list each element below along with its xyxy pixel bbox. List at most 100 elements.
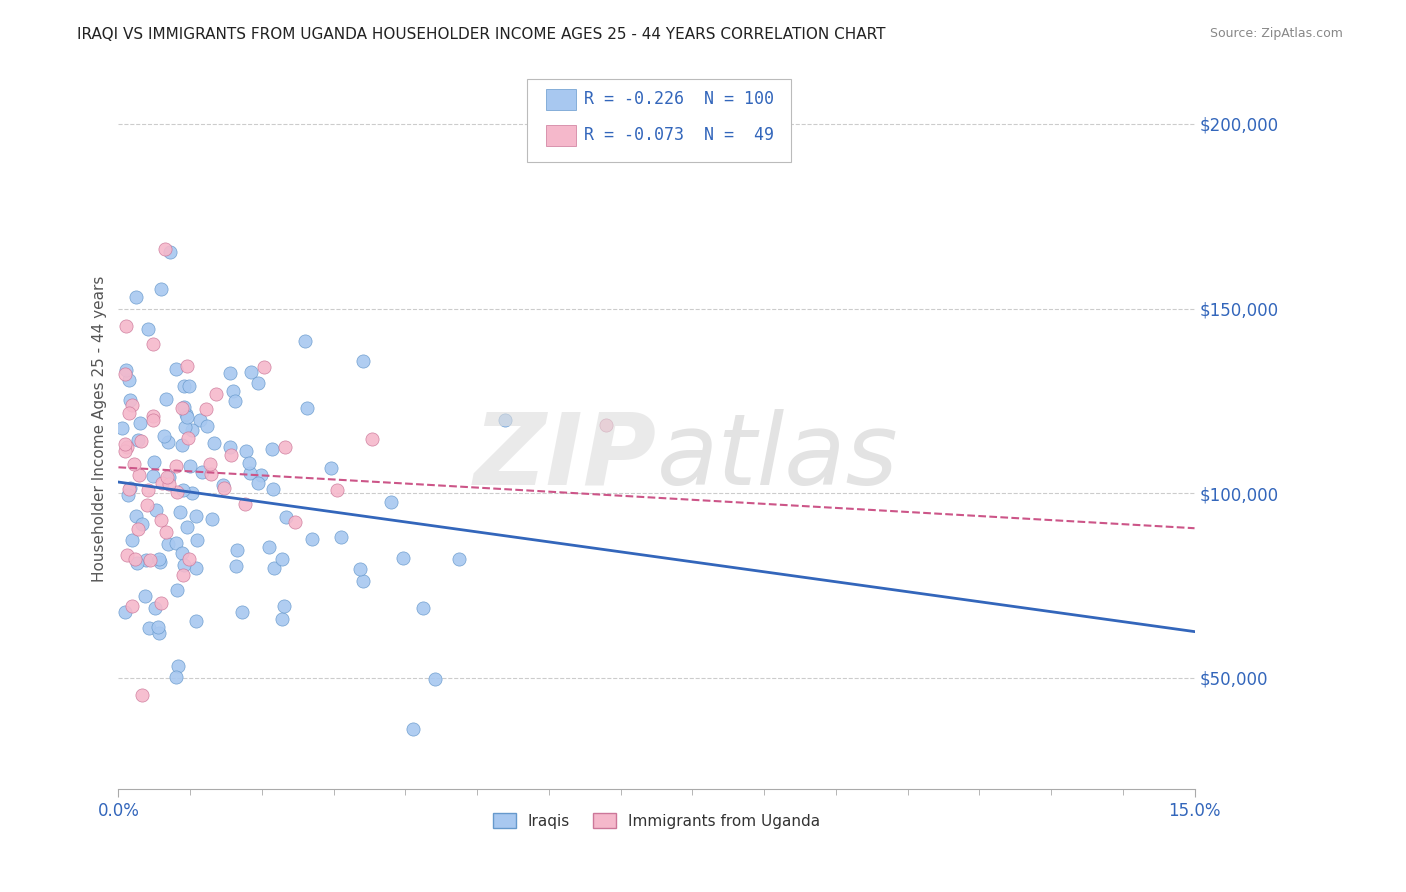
Point [114,605,136,619]
Point [115,548,138,562]
Point [170,401,193,415]
Point [352,574,374,589]
Point [330,530,353,544]
Point [125,290,148,304]
Point [114,368,136,382]
Point [180,486,202,500]
Point [200,467,222,481]
Point [131,516,153,531]
Point [226,543,249,558]
Point [271,552,294,566]
Point [447,552,470,566]
Point [111,421,134,435]
Point [186,561,208,575]
Point [115,363,138,377]
Point [214,481,236,495]
Point [121,398,143,412]
Text: IRAQI VS IMMIGRANTS FROM UGANDA HOUSEHOLDER INCOME AGES 25 - 44 YEARS CORRELATIO: IRAQI VS IMMIGRANTS FROM UGANDA HOUSEHOL… [77,27,886,42]
Point [174,419,197,434]
Point [173,558,195,573]
Point [247,376,270,390]
Point [494,413,516,427]
Point [212,478,235,492]
Point [380,495,402,509]
FancyBboxPatch shape [546,126,576,145]
Text: atlas: atlas [657,409,898,506]
Point [118,481,141,495]
Point [115,441,138,455]
Point [222,384,245,398]
Point [156,469,179,483]
Text: Source: ZipAtlas.com: Source: ZipAtlas.com [1209,27,1343,40]
Point [124,457,146,471]
Point [118,482,141,496]
Point [172,438,194,452]
Point [125,557,148,571]
Point [177,552,200,566]
Point [219,367,242,381]
Point [188,413,211,427]
Point [150,283,173,297]
Point [127,523,149,537]
Point [155,525,177,540]
Point [118,392,141,407]
Point [165,671,187,685]
Point [131,689,153,703]
Point [352,353,374,368]
FancyBboxPatch shape [546,89,576,110]
Point [202,435,225,450]
Point [238,456,260,470]
Point [143,601,166,615]
Point [156,537,179,551]
Point [153,242,176,256]
Point [148,552,170,566]
Point [136,322,159,336]
Point [274,510,297,524]
Point [235,443,257,458]
Point [326,483,349,498]
Point [253,360,276,375]
Point [146,619,169,633]
Point [172,567,194,582]
Point [121,533,143,547]
Point [262,482,284,496]
Point [402,722,425,736]
Point [148,626,170,640]
Point [246,475,269,490]
Point [197,418,219,433]
Point [142,409,165,423]
Point [153,429,176,443]
Point [263,561,285,575]
Point [177,431,200,445]
Point [392,551,415,566]
Point [118,373,141,387]
Point [149,555,172,569]
Point [301,532,323,546]
Point [165,362,187,376]
Point [173,400,195,414]
Point [149,513,172,527]
Point [218,440,240,454]
Point [270,612,292,626]
Point [177,379,200,393]
Point [124,552,146,566]
Point [125,508,148,523]
Y-axis label: Householder Income Ages 25 - 44 years: Householder Income Ages 25 - 44 years [93,276,107,582]
Point [191,466,214,480]
Point [173,379,195,393]
Point [142,412,165,426]
Text: R = -0.073  N =  49: R = -0.073 N = 49 [585,127,775,145]
Point [186,533,208,548]
Point [239,466,262,480]
Point [115,319,138,334]
Point [157,477,180,491]
Text: R = -0.226  N = 100: R = -0.226 N = 100 [585,90,775,109]
Point [231,606,253,620]
Point [165,536,187,550]
Point [114,444,136,458]
Point [118,406,141,420]
Point [143,455,166,469]
Point [186,615,208,629]
FancyBboxPatch shape [527,79,792,162]
Point [186,508,208,523]
